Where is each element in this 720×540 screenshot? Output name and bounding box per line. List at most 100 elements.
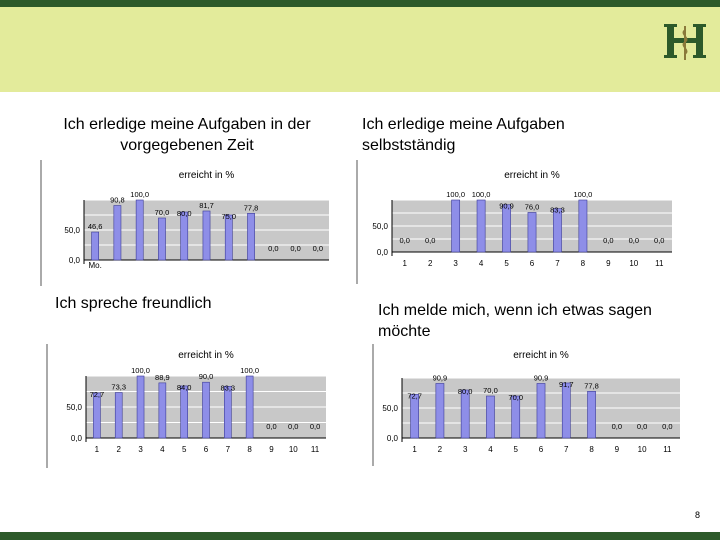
- bar: [536, 383, 546, 439]
- x-tick-label: 2: [117, 445, 122, 454]
- x-tick-label: 6: [530, 259, 535, 268]
- x-tick-label: 9: [615, 445, 620, 454]
- x-tick-label: 8: [589, 445, 594, 454]
- y-tick-label: 50,0: [372, 222, 388, 231]
- x-tick-label: 10: [629, 259, 638, 268]
- data-label: 90,9: [433, 373, 448, 382]
- bar: [180, 385, 188, 439]
- data-label: 100,0: [240, 366, 259, 375]
- bar: [476, 199, 486, 253]
- header-banner: [0, 7, 720, 92]
- x-tick-label: 11: [663, 445, 672, 454]
- data-label: 100,0: [446, 190, 465, 199]
- x-tick-label: 3: [138, 445, 143, 454]
- data-label: 80,0: [458, 387, 473, 396]
- bar: [158, 382, 167, 439]
- bar: [486, 395, 495, 439]
- data-label: 70,0: [508, 393, 523, 402]
- bar: [135, 199, 144, 261]
- bar: [91, 231, 99, 261]
- bar: [435, 383, 445, 439]
- data-label: 0,0: [662, 422, 672, 431]
- x-tick-label: 4: [160, 445, 165, 454]
- x-tick-label: 7: [564, 445, 569, 454]
- data-label: 72,7: [90, 390, 105, 399]
- data-label: 100,0: [130, 190, 149, 199]
- x-tick-label: 1: [95, 445, 100, 454]
- data-label: 90,8: [110, 196, 125, 205]
- data-label: 0,0: [290, 244, 300, 253]
- bar: [93, 392, 101, 439]
- data-label: 100,0: [574, 190, 593, 199]
- bar: [245, 375, 254, 439]
- data-label: 83,3: [550, 206, 565, 215]
- x-tick-label: 5: [514, 445, 519, 454]
- data-label: 0,0: [268, 244, 278, 253]
- x-tick-label: 1: [403, 259, 408, 268]
- data-label: 91,7: [559, 380, 574, 389]
- data-label: 100,0: [131, 366, 150, 375]
- bar: [561, 382, 571, 439]
- chart-title: erreicht in %: [179, 170, 235, 181]
- chart-title: erreicht in %: [504, 170, 560, 181]
- y-tick-label: 0,0: [387, 434, 399, 443]
- data-label: 0,0: [654, 236, 664, 245]
- data-label: 100,0: [472, 190, 491, 199]
- top-stripe: [0, 0, 720, 7]
- bar: [114, 392, 123, 439]
- chart-3: erreicht in %0,050,072,7173,32100,0388,9…: [46, 344, 346, 468]
- x-tick-label: 10: [289, 445, 298, 454]
- bar: [224, 386, 232, 439]
- bar: [202, 381, 210, 439]
- x-tick-label: 5: [182, 445, 187, 454]
- bar: [587, 391, 596, 439]
- bar: [502, 204, 511, 253]
- x-tick-label: 1: [412, 445, 417, 454]
- data-label: 0,0: [603, 236, 613, 245]
- x-tick-label: 9: [269, 445, 274, 454]
- x-tick-label: 11: [311, 445, 320, 454]
- heading-chart-4: Ich melde mich, wenn ich etwas sagen möc…: [378, 302, 652, 340]
- bar: [224, 214, 233, 261]
- page-number: 8: [694, 510, 700, 520]
- bar: [553, 208, 562, 253]
- chart-title: erreicht in %: [178, 350, 234, 361]
- bar: [113, 205, 122, 261]
- data-label: 0,0: [266, 422, 276, 431]
- x-tick-label: 8: [247, 445, 252, 454]
- x-tick-label: 9: [606, 259, 611, 268]
- data-label: 0,0: [400, 236, 410, 245]
- bar: [410, 394, 419, 439]
- data-label: 70,0: [155, 208, 170, 217]
- bar: [460, 389, 470, 439]
- data-label: 0,0: [629, 236, 639, 245]
- bar: [158, 217, 166, 261]
- y-tick-label: 50,0: [66, 403, 82, 412]
- data-label: 73,3: [111, 383, 126, 392]
- data-label: 88,9: [155, 373, 170, 382]
- data-label: 70,0: [483, 386, 498, 395]
- chart-title: erreicht in %: [513, 350, 569, 361]
- data-label: 0,0: [310, 422, 320, 431]
- data-label: 0,0: [288, 422, 298, 431]
- x-tick-label: 2: [438, 445, 443, 454]
- x-tick-label: Mo.: [88, 261, 101, 270]
- hh-caduceus-logo-icon: [664, 24, 706, 60]
- data-label: 0,0: [425, 236, 435, 245]
- heading-chart-3: Ich spreche freundlich: [55, 295, 212, 312]
- data-label: 90,9: [534, 373, 549, 382]
- data-label: 81,7: [199, 201, 214, 210]
- bar: [180, 211, 189, 261]
- data-label: 77,8: [584, 381, 599, 390]
- data-label: 76,0: [525, 202, 540, 211]
- data-label: 75,0: [221, 212, 236, 221]
- x-tick-label: 6: [539, 445, 544, 454]
- chart-4: erreicht in %0,050,072,7190,9280,0370,04…: [372, 344, 692, 466]
- bottom-stripe: [0, 532, 720, 540]
- data-label: 84,0: [177, 383, 192, 392]
- x-tick-label: 7: [555, 259, 560, 268]
- data-label: 77,8: [244, 203, 259, 212]
- data-label: 0,0: [612, 422, 622, 431]
- data-label: 90,0: [199, 372, 214, 381]
- heading-chart-1: Ich erledige meine Aufgaben in der vorge…: [63, 116, 311, 154]
